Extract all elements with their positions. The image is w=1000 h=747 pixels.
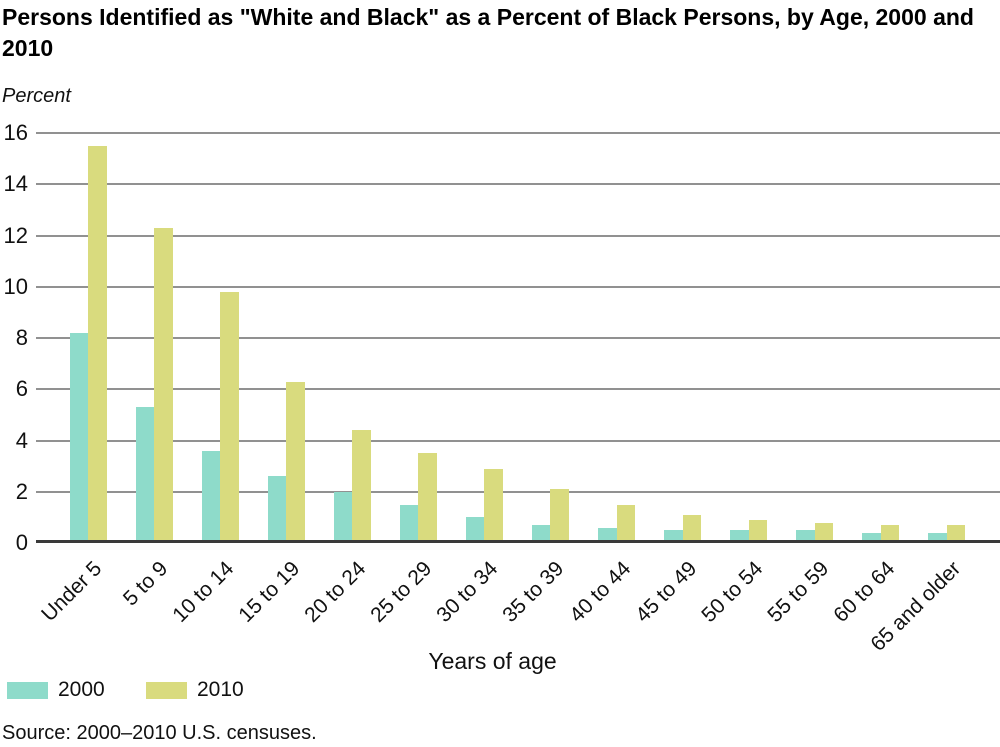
bar-2000-40-to-44 [598,527,617,543]
legend-swatch-2000 [7,682,48,699]
bar-2010-40-to-44 [616,504,636,543]
source-note: Source: 2000–2010 U.S. censuses. [2,722,317,744]
gridline-14 [36,183,1000,186]
bar-2010-15-to-19 [286,381,305,543]
bar-2010-50-to-54 [748,519,768,543]
bar-2000-45-to-49 [664,530,683,543]
gridline-2 [36,490,1000,493]
bar-2010-35-to-39 [550,489,569,543]
y-tick-label-0: 0 [15,530,28,555]
gridline-16 [36,132,1000,134]
legend-swatch-2010 [146,682,187,699]
y-tick-label-12: 12 [3,222,28,248]
bar-2000-60-to-64 [862,532,881,543]
x-axis-line [36,540,1000,543]
bar-2000-55-to-59 [796,530,815,543]
legend-label-2000: 2000 [58,678,105,701]
x-axis-title: Years of age [428,648,557,674]
bar-2000-65-and-older [928,532,947,543]
bar-2010-25-to-29 [418,453,437,543]
bar-2010-60-to-64 [880,525,900,543]
gridline-4 [36,439,1000,442]
bar-2010-55-to-59 [814,522,834,543]
y-tick-label-16: 16 [3,120,28,145]
gridline-6 [36,388,1000,391]
y-tick-label-8: 8 [15,325,28,350]
y-tick-label-4: 4 [15,427,28,453]
chart-title: Persons Identified as "White and Black" … [2,4,974,61]
bar-2010-20-to-24 [352,430,371,543]
bar-2000-35-to-39 [531,525,551,543]
y-tick-label-10: 10 [3,273,28,299]
bar-2010-10-to-14 [220,291,239,543]
bar-2010-30-to-34 [484,468,503,543]
bar-2010-under-5 [88,145,107,543]
bar-2000-5-to-9 [135,407,155,543]
y-axis-unit-label: Percent [2,85,71,107]
bar-2000-10-to-14 [201,450,221,543]
gridline-8 [36,337,1000,339]
y-tick-label-2: 2 [15,478,28,504]
bar-2010-65-and-older [946,525,966,543]
gridline-12 [36,234,1000,237]
bar-2000-25-to-29 [399,504,419,543]
legend-label-2010: 2010 [197,678,244,701]
bar-2010-5-to-9 [154,227,173,543]
y-tick-label-6: 6 [15,376,28,402]
bar-2010-45-to-49 [682,514,702,543]
bar-2000-30-to-34 [465,517,485,543]
gridline-10 [36,285,1000,288]
y-tick-label-14: 14 [3,171,28,197]
bar-2000-50-to-54 [730,530,749,543]
bar-2000-under-5 [69,332,88,543]
bar-2000-20-to-24 [333,491,353,543]
bar-2000-15-to-19 [267,476,287,543]
